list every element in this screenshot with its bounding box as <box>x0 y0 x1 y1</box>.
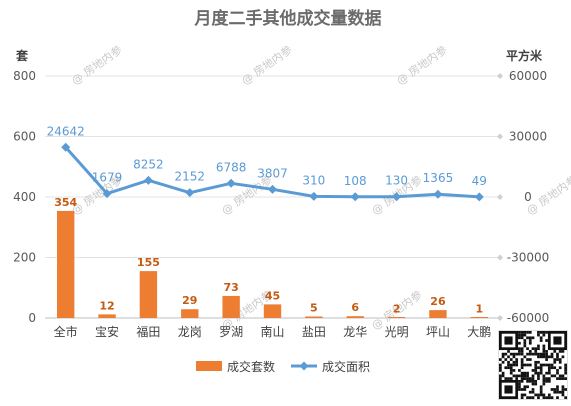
x-axis-categories: 全市 宝安 福田 龙岗 罗湖 南山 盐田 龙华 光明 坪山 大鹏 <box>54 324 492 339</box>
x-axis-category-label: 龙岗 <box>178 325 202 339</box>
line-data-label: 1679 <box>92 171 123 185</box>
bar-data-label: 26 <box>430 295 446 308</box>
bar-data-label: 2 <box>393 302 401 315</box>
x-axis-category-label: 光明 <box>385 325 409 339</box>
line-point <box>309 191 319 201</box>
line-data-label: 8252 <box>133 157 164 171</box>
right-axis-tick-label: -30000 <box>507 251 550 265</box>
line-point <box>350 192 360 202</box>
right-axis-tick-marker <box>497 315 503 321</box>
right-axis-tick-marker <box>497 194 503 200</box>
line-series <box>61 142 484 202</box>
line-data-label: 49 <box>472 174 487 188</box>
right-axis-tick-label: 30000 <box>509 130 547 144</box>
line-point <box>474 192 484 202</box>
line-point <box>226 178 236 188</box>
line-data-label: 1365 <box>423 171 454 185</box>
watermark-text: @ 房地内参 <box>69 42 125 87</box>
right-axis-tick-marker <box>497 73 503 79</box>
gridlines <box>45 75 500 319</box>
line-point <box>392 192 402 202</box>
right-axis-tick-label: -60000 <box>507 311 550 325</box>
right-axis-tick-marker <box>497 254 503 261</box>
bar <box>346 316 364 318</box>
left-axis-tick-label: 0 <box>28 311 36 325</box>
bar <box>429 310 447 318</box>
line-point <box>433 189 443 199</box>
left-axis-unit: 套 <box>15 48 29 63</box>
line-point <box>185 188 195 198</box>
bar <box>263 304 282 318</box>
left-axis-tick-label: 400 <box>13 190 36 204</box>
bar-data-label: 6 <box>351 301 359 314</box>
right-axis-unit: 平方米 <box>506 48 543 63</box>
watermark-text: @ 房地内参 <box>239 42 295 87</box>
x-axis-category-label: 坪山 <box>426 325 450 339</box>
qr-code-image <box>498 330 568 400</box>
bar-data-label: 1 <box>475 303 483 316</box>
right-axis-tick-label: 0 <box>524 190 532 204</box>
legend-line-marker <box>299 361 309 371</box>
line-point <box>61 142 71 152</box>
x-axis-category-label: 全市 <box>54 324 78 339</box>
bar <box>387 317 406 318</box>
line-data-label: 130 <box>385 174 408 188</box>
legend-label: 成交套数 <box>227 359 275 374</box>
x-axis-category-label: 福田 <box>136 324 160 339</box>
chart-title: 月度二手其他成交量数据 <box>194 8 382 29</box>
right-axis-ticks: -60000 -30000 0 30000 60000 <box>497 69 549 325</box>
x-axis-category-label: 宝安 <box>95 324 119 339</box>
bar-data-label: 45 <box>265 289 280 302</box>
bar <box>181 309 199 318</box>
bar <box>98 314 116 318</box>
bar-series <box>56 210 489 318</box>
legend-bar-swatch <box>196 361 222 371</box>
left-axis-ticks: 0 200 400 600 800 <box>13 69 36 325</box>
bar-data-label: 354 <box>54 196 77 209</box>
x-axis-category-label: 南山 <box>260 324 284 339</box>
line-data-label: 2152 <box>174 170 205 184</box>
watermark-text: @ 房地内参 <box>394 42 450 87</box>
line-point <box>143 175 153 185</box>
bar <box>305 316 323 318</box>
bar-data-label: 73 <box>223 281 238 294</box>
x-axis-category-label: 罗湖 <box>219 324 243 339</box>
line-data-label: 24642 <box>47 124 85 138</box>
x-axis-category-label: 大鹏 <box>467 325 491 339</box>
bar-data-label: 155 <box>137 256 160 269</box>
x-axis-category-label: 龙华 <box>343 325 367 339</box>
line-data-label: 3807 <box>257 166 288 180</box>
line-point <box>268 184 277 194</box>
left-axis-tick-label: 800 <box>13 69 36 83</box>
right-axis-tick-marker <box>497 133 503 140</box>
bar <box>56 210 75 318</box>
left-axis-tick-label: 600 <box>13 130 36 144</box>
line-data-labels: 24642 1679 8252 2152 6788 3807 310 108 130 1365 49 <box>47 124 487 188</box>
line-point <box>102 189 112 199</box>
legend: 成交套数 成交面积 <box>196 359 370 374</box>
left-axis-tick-label: 200 <box>13 251 36 265</box>
bar-data-label: 29 <box>182 294 197 307</box>
bar-data-label: 5 <box>310 301 318 314</box>
legend-label: 成交面积 <box>322 359 370 374</box>
bar <box>222 295 240 318</box>
line-data-label: 6788 <box>216 160 247 174</box>
line-data-label: 310 <box>302 173 325 187</box>
right-axis-tick-label: 60000 <box>509 69 547 83</box>
line-data-label: 108 <box>344 174 367 188</box>
bar-data-label: 12 <box>99 299 114 312</box>
bar-data-labels: 354 12 155 29 73 45 5 6 2 26 1 <box>54 196 483 316</box>
bar <box>139 271 158 318</box>
bar <box>470 317 489 318</box>
x-axis-category-label: 盐田 <box>302 325 326 339</box>
